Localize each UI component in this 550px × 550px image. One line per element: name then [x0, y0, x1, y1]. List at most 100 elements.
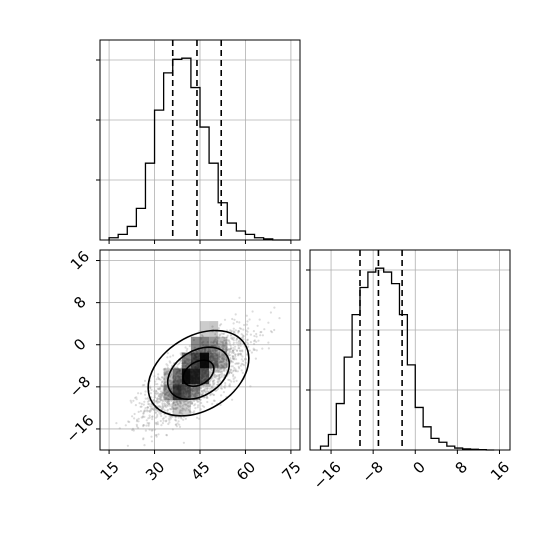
scatter-point: [231, 350, 234, 353]
scatter-point: [217, 370, 220, 374]
scatter-point: [202, 396, 206, 399]
scatter-point: [222, 332, 225, 335]
scatter-point: [205, 396, 208, 399]
scatter-point: [220, 361, 223, 364]
scatter-point: [228, 350, 231, 353]
scatter-point: [220, 354, 223, 358]
scatter-point: [233, 357, 236, 360]
scatter-point: [210, 349, 213, 352]
scatter-point: [230, 360, 233, 363]
scatter-point: [219, 367, 222, 370]
scatter-point: [156, 397, 159, 400]
scatter-point: [214, 338, 217, 341]
scatter-point: [255, 340, 258, 343]
scatter-point: [156, 423, 160, 426]
scatter-point: [210, 341, 213, 344]
scatter-point: [261, 334, 264, 337]
scatter-point: [161, 417, 165, 420]
scatter-point: [200, 334, 204, 337]
scatter-point: [169, 382, 173, 385]
scatter-point: [219, 403, 222, 407]
scatter-point: [216, 342, 219, 345]
scatter-point: [202, 389, 205, 392]
scatter-point: [190, 402, 194, 405]
scatter-point: [212, 341, 215, 344]
scatter-point: [239, 364, 242, 367]
scatter-point: [222, 391, 225, 394]
scatter-point: [213, 399, 216, 402]
scatter-point: [169, 404, 172, 407]
scatter-point: [225, 340, 228, 343]
scatter-point: [140, 416, 143, 419]
scatter-point: [159, 395, 162, 398]
scatter-point: [141, 384, 144, 387]
scatter-point: [199, 387, 202, 390]
scatter-point: [213, 381, 216, 385]
scatter-point: [217, 327, 220, 330]
scatter-point: [171, 405, 174, 408]
scatter-point: [223, 344, 226, 347]
scatter-point: [170, 386, 173, 389]
scatter-point: [162, 406, 165, 409]
scatter-point: [202, 386, 205, 389]
scatter-point: [157, 394, 160, 398]
scatter-point: [140, 405, 143, 408]
scatter-point: [180, 409, 183, 412]
scatter-point: [231, 355, 234, 358]
scatter-point: [236, 362, 239, 365]
scatter-point: [162, 399, 165, 402]
scatter-point: [161, 406, 165, 409]
scatter-point: [164, 387, 168, 391]
scatter-point: [178, 410, 181, 414]
scatter-point: [165, 433, 168, 437]
scatter-point: [187, 405, 190, 408]
scatter-point: [153, 396, 156, 399]
scatter-point: [229, 344, 232, 347]
scatter-point: [168, 403, 171, 406]
scatter-point: [209, 393, 212, 396]
scatter-point: [278, 317, 281, 320]
scatter-point: [169, 355, 172, 358]
scatter-point: [227, 339, 231, 342]
scatter-point: [166, 401, 169, 404]
density-cell-0: [181, 368, 191, 385]
scatter-point: [227, 348, 230, 351]
scatter-point: [168, 379, 171, 382]
scatter-point: [231, 337, 234, 340]
scatter-point: [166, 399, 169, 402]
density-cell-1: [190, 368, 200, 385]
scatter-point: [154, 434, 157, 437]
scatter-point: [213, 373, 216, 377]
scatter-point: [144, 429, 147, 432]
scatter-point: [202, 389, 206, 392]
scatter-point: [222, 344, 225, 347]
scatter-point: [218, 353, 221, 356]
scatter-point: [235, 362, 238, 365]
scatter-point: [154, 408, 157, 411]
scatter-point: [188, 344, 191, 348]
scatter-point: [204, 387, 207, 390]
scatter-point: [189, 400, 192, 403]
scatter-point: [218, 366, 221, 369]
scatter-point: [237, 331, 240, 334]
scatter-point: [150, 440, 154, 443]
scatter-point: [225, 363, 228, 367]
scatter-point: [193, 389, 196, 393]
scatter-point: [229, 370, 232, 373]
scatter-point: [149, 386, 152, 390]
scatter-point: [221, 370, 224, 373]
scatter-point: [232, 370, 235, 373]
scatter-point: [255, 332, 258, 336]
scatter-point: [142, 403, 145, 406]
scatter-point: [237, 340, 240, 343]
scatter-point: [218, 370, 221, 373]
scatter-point: [168, 360, 171, 363]
scatter-point: [215, 375, 218, 378]
scatter-point: [221, 344, 224, 347]
scatter-point: [232, 341, 235, 344]
scatter-point: [209, 369, 213, 372]
scatter-point: [197, 386, 200, 389]
scatter-point: [222, 339, 226, 342]
scatter-point: [234, 345, 237, 348]
